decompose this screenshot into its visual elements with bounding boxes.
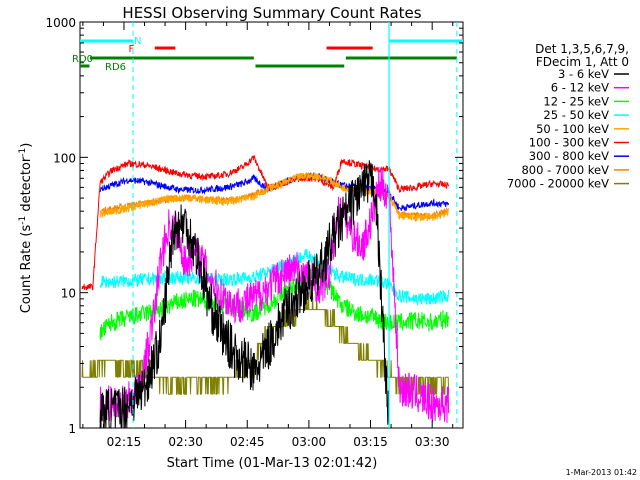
flag-label-f: F xyxy=(129,44,135,55)
y-axis-label: Count Rate (s-1 detector-1) xyxy=(18,143,34,314)
y-tick-label: 1000 xyxy=(45,16,76,30)
y-axis-label-part: -1 xyxy=(18,216,28,225)
legend-header: Det 1,3,5,6,7,9, xyxy=(535,42,629,56)
series-line-2 xyxy=(99,269,450,341)
legend-entry-label: 100 - 300 keV xyxy=(529,136,609,150)
legend-header: FDecim 1, Att 0 xyxy=(536,55,629,69)
series-line-5 xyxy=(81,155,450,291)
series-line-7 xyxy=(99,172,449,221)
legend-entry-label: 50 - 100 keV xyxy=(536,122,609,136)
chart-title: HESSI Observing Summary Count Rates xyxy=(122,4,421,22)
x-tick-label: 03:00 xyxy=(292,435,327,449)
x-tick-label: 02:15 xyxy=(107,435,142,449)
series-line-4 xyxy=(99,171,449,223)
flag-label-rd0: RD0 xyxy=(72,54,93,65)
y-tick-label: 10 xyxy=(61,287,76,301)
legend-entry-label: 12 - 25 keV xyxy=(543,94,609,108)
y-axis-label-part: Count Rate (s xyxy=(19,225,34,314)
x-tick-label: 03:15 xyxy=(353,435,388,449)
legend-entry-label: 25 - 50 keV xyxy=(543,108,609,122)
legend-entry-label: 7000 - 20000 keV xyxy=(507,177,609,191)
legend-entry-label: 6 - 12 keV xyxy=(551,81,609,95)
plot-frame xyxy=(79,21,464,429)
x-tick-label: 02:30 xyxy=(168,435,203,449)
footer-date: 1-Mar-2013 01:42 xyxy=(566,468,637,477)
x-axis-label: Start Time (01-Mar-13 02:01:42) xyxy=(167,456,378,471)
x-tick-label: 03:30 xyxy=(415,435,450,449)
series-line-0 xyxy=(99,160,390,429)
legend-entry-label: 800 - 7000 keV xyxy=(521,163,609,177)
flag-label-n: N xyxy=(134,36,141,47)
flag-label-rd6: RD6 xyxy=(105,62,126,73)
y-axis-label-part: ) xyxy=(19,143,34,148)
x-tick-label: 02:45 xyxy=(230,435,265,449)
y-tick-label: 1 xyxy=(68,422,76,436)
y-axis-label-part: detector xyxy=(19,156,34,216)
legend-entry-label: 3 - 6 keV xyxy=(558,67,609,81)
legend-entry-label: 300 - 800 keV xyxy=(529,149,609,163)
y-tick-label: 100 xyxy=(53,151,76,165)
series-line-1 xyxy=(99,166,450,424)
y-axis-label-part: -1 xyxy=(18,148,28,157)
